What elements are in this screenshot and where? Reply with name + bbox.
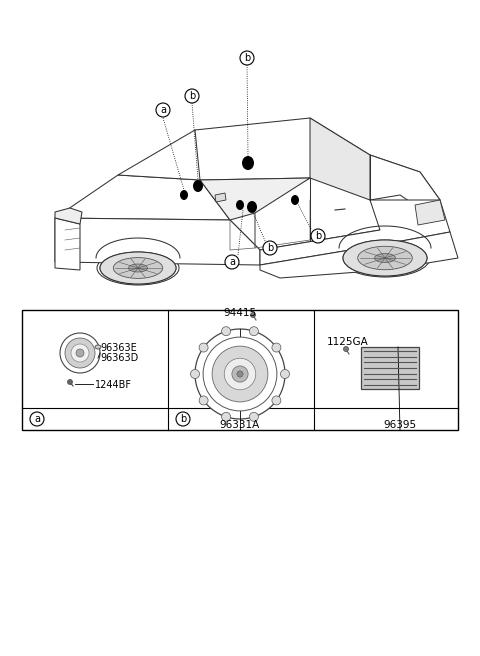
Ellipse shape (180, 190, 188, 200)
Circle shape (224, 358, 256, 390)
Polygon shape (55, 175, 230, 220)
Ellipse shape (129, 264, 147, 272)
Polygon shape (230, 155, 440, 250)
Circle shape (68, 380, 72, 384)
Circle shape (222, 327, 230, 336)
Circle shape (212, 346, 268, 402)
Circle shape (30, 412, 44, 426)
Circle shape (225, 255, 239, 269)
Text: 96331A: 96331A (220, 420, 260, 430)
Text: b: b (315, 231, 321, 241)
Ellipse shape (291, 195, 299, 205)
Ellipse shape (358, 246, 412, 270)
Circle shape (191, 369, 200, 379)
Circle shape (199, 343, 208, 352)
Circle shape (232, 366, 248, 382)
Ellipse shape (100, 252, 176, 284)
Text: a: a (34, 414, 40, 424)
Circle shape (156, 103, 170, 117)
Polygon shape (260, 232, 458, 278)
Polygon shape (310, 118, 370, 200)
Text: 96363D: 96363D (100, 353, 138, 363)
Polygon shape (118, 118, 370, 180)
Circle shape (199, 396, 208, 405)
Text: b: b (267, 243, 273, 253)
Circle shape (344, 346, 348, 352)
Circle shape (280, 369, 289, 379)
Circle shape (185, 89, 199, 103)
Polygon shape (370, 155, 440, 205)
Polygon shape (200, 178, 310, 220)
Polygon shape (55, 218, 80, 270)
Ellipse shape (340, 239, 430, 277)
Ellipse shape (242, 156, 254, 170)
Ellipse shape (343, 240, 427, 276)
Circle shape (176, 412, 190, 426)
Polygon shape (55, 218, 260, 265)
Ellipse shape (343, 240, 427, 276)
Ellipse shape (113, 258, 163, 278)
Ellipse shape (247, 201, 257, 213)
Text: 1125GA: 1125GA (327, 337, 369, 347)
Circle shape (263, 241, 277, 255)
Circle shape (250, 413, 258, 421)
Text: b: b (180, 414, 186, 424)
Ellipse shape (236, 200, 244, 210)
Bar (22, 310, 458, 430)
Polygon shape (415, 200, 445, 225)
Circle shape (195, 329, 285, 419)
Text: 94415: 94415 (223, 308, 257, 318)
Text: 96363E: 96363E (100, 343, 137, 353)
Circle shape (237, 371, 243, 377)
Circle shape (311, 229, 325, 243)
Circle shape (251, 312, 255, 318)
Ellipse shape (95, 345, 101, 349)
Circle shape (240, 51, 254, 65)
Circle shape (203, 337, 277, 411)
Polygon shape (260, 200, 450, 265)
Text: a: a (160, 105, 166, 115)
Ellipse shape (193, 180, 203, 192)
Polygon shape (55, 208, 82, 224)
Circle shape (250, 327, 258, 336)
Circle shape (65, 338, 95, 368)
Circle shape (60, 333, 100, 373)
Ellipse shape (100, 252, 176, 284)
Circle shape (76, 349, 84, 357)
Circle shape (272, 343, 281, 352)
Text: b: b (244, 53, 250, 63)
Ellipse shape (97, 251, 179, 285)
Ellipse shape (374, 253, 396, 262)
Text: b: b (189, 91, 195, 101)
Text: a: a (229, 257, 235, 267)
Polygon shape (215, 193, 226, 202)
Circle shape (272, 396, 281, 405)
Circle shape (222, 413, 230, 421)
Bar (361, 347, 419, 389)
Circle shape (71, 344, 89, 362)
Text: 1244BF: 1244BF (95, 380, 132, 390)
Text: 96395: 96395 (384, 420, 417, 430)
